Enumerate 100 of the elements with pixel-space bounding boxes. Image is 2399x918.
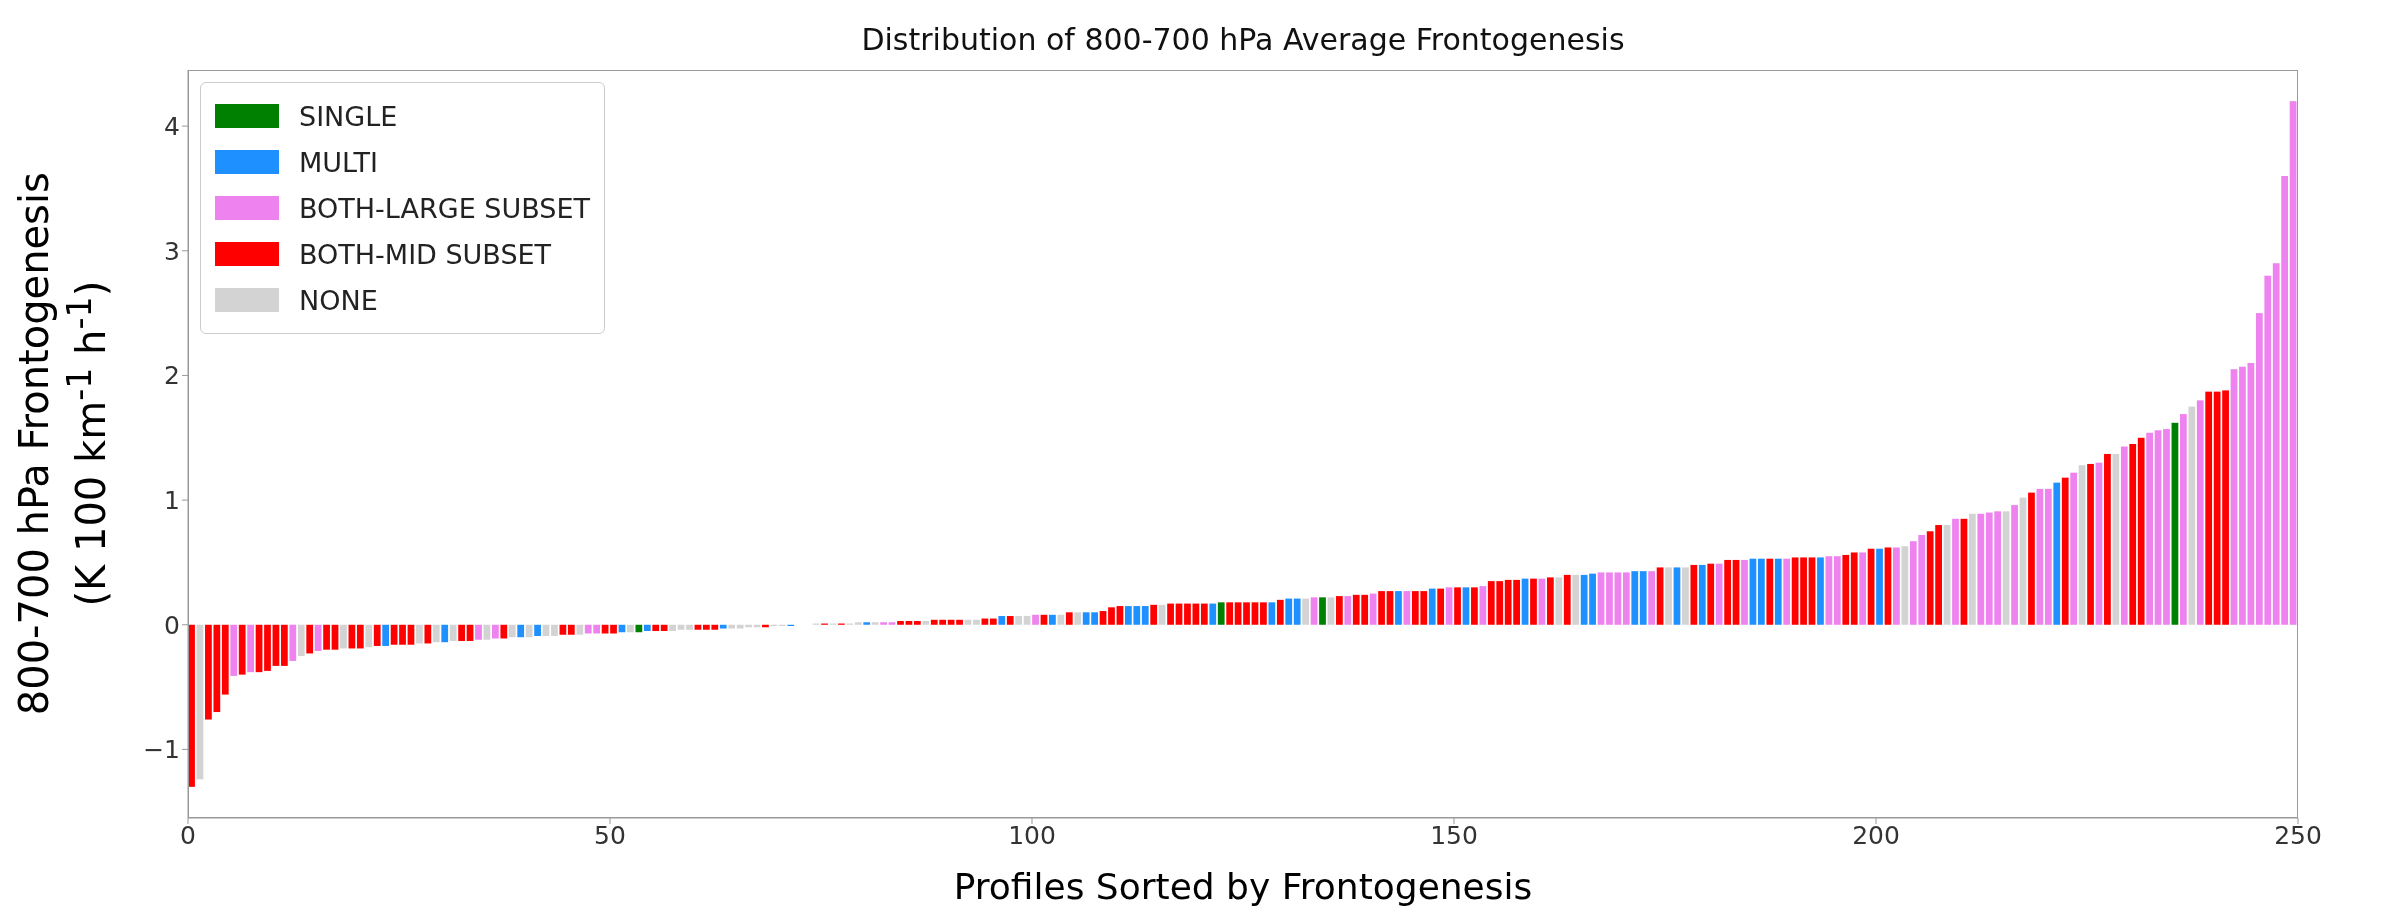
bar	[1116, 606, 1124, 625]
bar	[1783, 558, 1791, 625]
bar	[1445, 587, 1453, 625]
bar	[1285, 598, 1293, 625]
bar	[1690, 564, 1698, 625]
bar	[1108, 607, 1115, 625]
x-tick-label: 150	[1430, 820, 1478, 850]
bar	[2044, 488, 2052, 625]
bar	[2129, 444, 2137, 625]
bar	[1572, 574, 1580, 625]
bar	[1369, 593, 1377, 625]
bar	[2188, 406, 2196, 625]
bar	[576, 624, 584, 635]
bar	[1614, 572, 1622, 625]
bar	[2011, 505, 2018, 625]
bar	[1217, 602, 1225, 625]
bar	[365, 624, 373, 648]
bar	[1884, 547, 1892, 625]
bar	[2120, 446, 2128, 625]
bar	[2104, 453, 2111, 625]
bar	[559, 624, 567, 635]
bar	[1724, 559, 1731, 625]
bar	[728, 624, 736, 629]
bar	[1200, 603, 1208, 625]
x-tick-label: 100	[1008, 820, 1056, 850]
bar	[652, 624, 660, 631]
bar	[2163, 429, 2170, 625]
bar	[863, 622, 871, 625]
bar	[525, 624, 533, 638]
bar	[643, 624, 651, 631]
bar	[1057, 614, 1065, 625]
x-axis-title: Profiles Sorted by Frontogenesis	[952, 866, 1534, 907]
bar	[500, 624, 508, 639]
bar	[551, 624, 558, 636]
bar	[1336, 596, 1343, 625]
bar	[1234, 602, 1242, 625]
bar	[669, 624, 676, 631]
bar	[2239, 366, 2246, 625]
bar	[517, 624, 525, 638]
legend-label: BOTH-LARGE SUBSET	[299, 192, 590, 224]
bar	[1099, 611, 1107, 625]
bar	[1656, 567, 1664, 625]
bar	[2196, 400, 2204, 625]
bar	[449, 624, 457, 641]
bar	[1243, 602, 1250, 625]
legend-label: BOTH-MID SUBSET	[299, 238, 552, 270]
bar	[1260, 602, 1267, 625]
bar	[854, 622, 862, 625]
bar	[2061, 477, 2069, 625]
bar	[1293, 598, 1301, 625]
bar	[1268, 602, 1276, 625]
y-tick-label: 2	[164, 361, 180, 391]
bar	[1555, 577, 1563, 625]
bar	[1563, 574, 1571, 625]
x-tick-label: 50	[594, 820, 626, 850]
bar	[2053, 482, 2061, 625]
bar	[2087, 463, 2094, 625]
y-tick-label: 1	[164, 485, 180, 515]
bar	[1766, 558, 1774, 625]
bar	[1547, 577, 1554, 625]
bar	[1226, 602, 1234, 625]
bar	[508, 624, 516, 638]
bar	[871, 622, 879, 625]
bar	[356, 624, 364, 649]
bar	[1065, 612, 1073, 625]
bar	[1428, 588, 1436, 625]
bar	[1023, 616, 1031, 625]
bar	[432, 624, 440, 643]
bar	[221, 624, 229, 695]
bar	[1403, 591, 1411, 625]
bar	[1158, 604, 1166, 625]
bar	[230, 624, 238, 676]
bar	[1741, 559, 1748, 625]
bar	[1893, 547, 1900, 625]
bar	[1032, 614, 1039, 625]
bar	[2146, 432, 2153, 625]
y-tick-label: 0	[164, 610, 180, 640]
bar	[399, 624, 406, 645]
y-tick-label: −1	[143, 735, 180, 765]
bar	[922, 621, 930, 625]
bar	[373, 624, 381, 646]
bar	[989, 618, 997, 625]
bar	[897, 621, 904, 625]
bar	[475, 624, 482, 640]
bar	[973, 619, 980, 625]
bar	[1015, 616, 1023, 625]
bar	[382, 624, 390, 646]
x-tick-label: 200	[1852, 820, 1900, 850]
bar	[660, 624, 668, 631]
bar	[238, 624, 246, 675]
bar	[2137, 437, 2145, 625]
bar	[1049, 614, 1056, 625]
bar	[2002, 511, 2010, 625]
bar	[627, 624, 634, 633]
bar	[2070, 472, 2078, 625]
bar	[306, 624, 314, 654]
bar	[264, 624, 271, 671]
legend-label: SINGLE	[299, 100, 398, 132]
legend-label: NONE	[299, 284, 378, 316]
bar	[998, 616, 1006, 625]
